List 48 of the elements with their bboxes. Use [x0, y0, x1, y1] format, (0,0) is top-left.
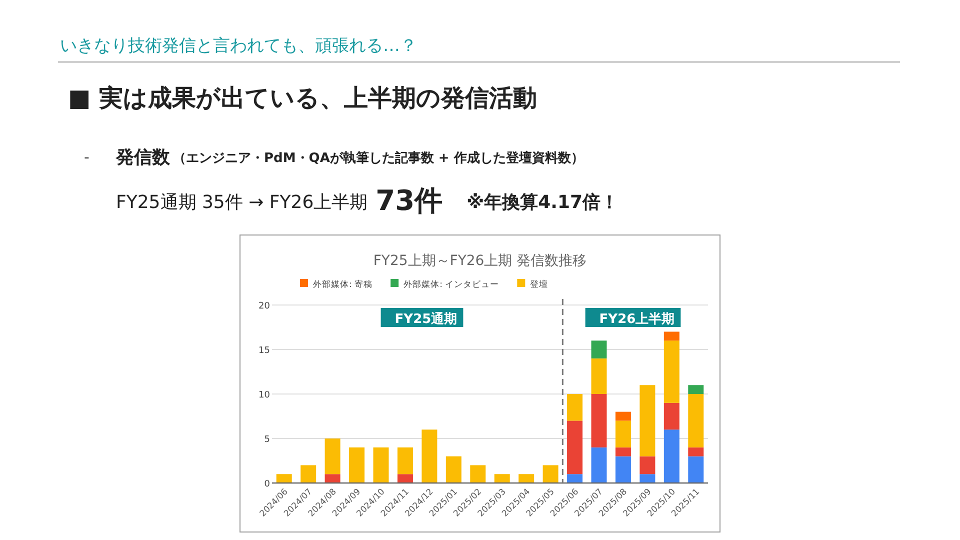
- annotation: FY26上半期: [599, 312, 675, 327]
- bar: [397, 447, 413, 474]
- bar: [324, 438, 340, 474]
- bar: [373, 447, 389, 483]
- legend-label: 外部媒体: 寄稿: [313, 279, 373, 290]
- bar: [664, 430, 680, 483]
- y-tick-label: 15: [258, 346, 270, 356]
- bar: [567, 474, 583, 483]
- bar: [446, 456, 462, 483]
- bar: [688, 456, 704, 483]
- legend-label: 登壇: [530, 279, 548, 290]
- bar: [591, 394, 607, 448]
- bar: [640, 385, 656, 456]
- bar: [470, 465, 486, 483]
- bar: [276, 474, 292, 483]
- bar: [422, 430, 438, 483]
- y-tick-label: 20: [258, 302, 270, 312]
- y-tick-label: 5: [264, 435, 270, 445]
- bar: [664, 402, 680, 430]
- bar: [615, 447, 631, 456]
- annotation: FY25通期: [394, 311, 458, 327]
- slide-text: いきなり技術発信と言われても、頑張れる…？ ■ 実は成果が出ている、上半期の発信活動 - 発信数 （エンジニア・PdM・QAが執筆した記事数 + 作成した登壇資料数） FY25通期 35件 → FY26上半期 73件 ※年換算4.17倍！: [58, 36, 900, 217]
- bar: [640, 456, 656, 474]
- y-tick-label: 10: [258, 390, 270, 400]
- y-tick-label: 0: [264, 480, 270, 490]
- chart-title: FY25上期～FY26上期 発信数推移: [373, 253, 587, 269]
- bar: [688, 385, 704, 394]
- bar: [300, 465, 316, 483]
- legend-label: 外部媒体: インタビュー: [404, 279, 500, 290]
- bar: [567, 394, 583, 421]
- bar: [324, 474, 340, 483]
- bar: [664, 332, 680, 341]
- bar: [688, 447, 704, 456]
- bar: [567, 420, 583, 474]
- bar: [615, 420, 631, 448]
- bar: [591, 340, 607, 358]
- bar: [397, 474, 413, 483]
- bar: [615, 456, 631, 483]
- bar: [615, 412, 631, 421]
- bar: [591, 447, 607, 483]
- bar: [640, 474, 656, 483]
- bar: [349, 447, 365, 483]
- bar: [518, 474, 534, 483]
- bar: [494, 474, 510, 483]
- bar: [542, 465, 558, 483]
- bar: [591, 358, 607, 394]
- bar: [664, 340, 680, 403]
- bar: [688, 394, 704, 448]
